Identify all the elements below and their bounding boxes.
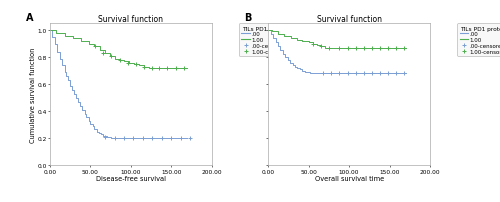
Text: A: A (26, 13, 33, 23)
Legend: .00, 1.00, .00-censored, 1.00-censored: .00, 1.00, .00-censored, 1.00-censored (239, 24, 293, 57)
Text: B: B (244, 13, 252, 23)
Legend: .00, 1.00, .00-censored, 1.00-censored: .00, 1.00, .00-censored, 1.00-censored (458, 24, 500, 57)
Y-axis label: Cumulative survival function: Cumulative survival function (30, 47, 36, 142)
X-axis label: Overall survival time: Overall survival time (314, 176, 384, 181)
Title: Survival function: Survival function (316, 15, 382, 23)
X-axis label: Disease-free survival: Disease-free survival (96, 176, 166, 181)
Title: Survival function: Survival function (98, 15, 164, 23)
